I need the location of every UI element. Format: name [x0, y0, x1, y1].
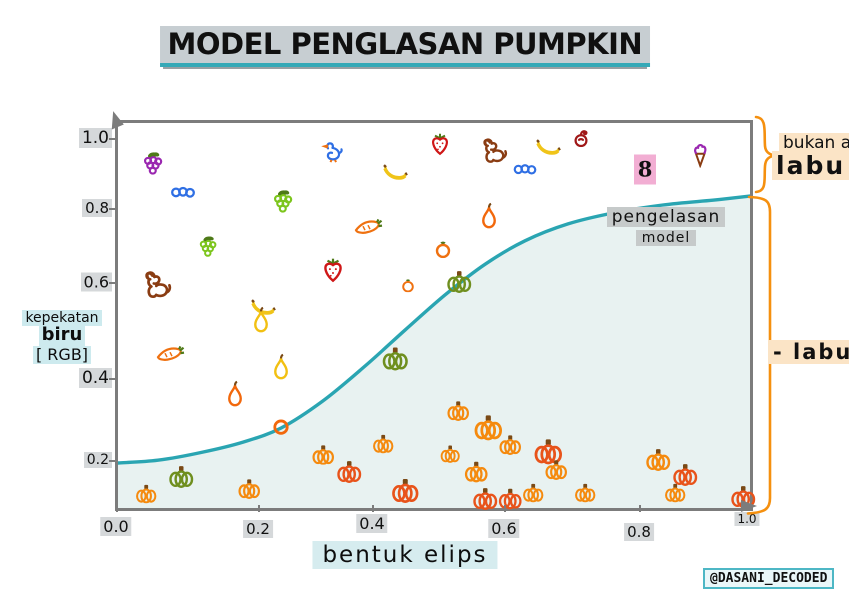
y-axis-label-line1: kepekatan: [22, 310, 102, 327]
pumpkin-icon: [372, 434, 394, 454]
pumpkin-icon: [135, 484, 157, 504]
banana-icon: [535, 138, 561, 156]
plot-area: 8: [115, 120, 756, 511]
tick-mark: [109, 138, 116, 140]
pumpkin-icon: [664, 483, 686, 503]
x-tick-label: 0.8: [624, 523, 654, 541]
x-tick-label: 0.6: [488, 519, 520, 538]
pumpkin-icon: [446, 270, 472, 294]
duck-icon: [321, 140, 344, 163]
y-axis-label: kepekatan biru [ RGB]: [16, 308, 108, 365]
tick-mark: [109, 208, 116, 210]
banana-icon: [250, 298, 276, 316]
figure-eight-marker: 8: [634, 154, 657, 185]
pumpkin-icon: [730, 486, 756, 509]
cherry-icon: [572, 129, 590, 148]
label-not-pumpkin-line1: bukan a: [779, 133, 849, 153]
tick-mark: [116, 505, 118, 512]
y-tick-label: 0.8: [82, 199, 112, 217]
x-axis-label: bentuk elips: [312, 541, 498, 569]
grape-icon: [197, 235, 218, 259]
banana-icon: [382, 163, 408, 181]
tick-mark: [109, 378, 116, 380]
tomato-icon: [435, 240, 451, 259]
pumpkin-icon: [574, 483, 596, 503]
pumpkin-icon: [522, 483, 544, 503]
dog-icon: [142, 269, 174, 299]
pumpkin-icon: [336, 460, 362, 483]
label-pumpkin: - labu: [768, 340, 849, 364]
y-tick-label: 0.4: [78, 368, 112, 388]
x-tick-label: 0.0: [100, 517, 132, 536]
carrot-icon: [155, 346, 185, 363]
page-title: MODEL PENGLASAN PUMPKIN: [159, 26, 651, 67]
strawberry-icon: [322, 256, 344, 283]
model-curve-label-line2: model: [635, 230, 697, 246]
y-tick-label: 1.0: [78, 128, 112, 148]
pumpkin-icon: [463, 461, 488, 483]
scatter-icons-layer: 8: [118, 123, 756, 510]
y-axis-label-line3: [ RGB]: [32, 345, 92, 365]
pumpkin-icon: [237, 479, 260, 500]
pumpkin-icon: [473, 415, 503, 441]
pear-icon: [480, 202, 498, 229]
tick-mark: [372, 505, 374, 512]
carrot-icon: [354, 218, 383, 236]
dog-icon: [480, 136, 510, 164]
grape-icon: [271, 188, 294, 214]
pumpkin-icon: [472, 487, 498, 510]
pumpkin-icon: [497, 488, 522, 510]
pumpkin-icon: [672, 463, 698, 486]
tick-mark: [109, 460, 116, 462]
labu-region-fill: [118, 196, 750, 508]
x-tick-label: 0.2: [243, 520, 273, 538]
y-axis-label-line2: biru: [38, 325, 86, 347]
pumpkin-icon: [439, 445, 460, 463]
eight-icon: 8: [634, 154, 657, 185]
tick-mark: [258, 505, 260, 512]
pumpkin-icon: [391, 478, 420, 503]
label-not-pumpkin-line2: labu: [772, 151, 849, 180]
x-tick-label: 0.4: [356, 514, 388, 533]
pear-icon: [226, 380, 244, 407]
y-tick-label: 0.6: [80, 272, 112, 292]
pumpkin-icon: [645, 448, 671, 471]
pear-icon: [272, 353, 290, 380]
pumpkin-icon: [446, 401, 469, 422]
blueberry-icon: [171, 186, 196, 198]
tomato-icon: [402, 278, 415, 293]
x-tick-label: 1.0: [734, 512, 760, 526]
blueberry-icon: [513, 164, 537, 175]
pear-icon: [252, 306, 270, 333]
model-curve-label: pengelasan model: [596, 207, 736, 246]
y-tick-label: 0.2: [83, 452, 112, 468]
credit-badge: @DASANI_DECODED: [703, 568, 835, 589]
strawberry-icon: [430, 132, 450, 156]
icecream-icon: [692, 142, 708, 169]
tick-mark: [639, 505, 641, 512]
model-curve-label-line1: pengelasan: [606, 207, 726, 227]
tick-mark: [504, 505, 506, 512]
grape-icon: [141, 151, 164, 177]
tick-mark: [109, 282, 116, 284]
pumpkin-icon: [168, 465, 194, 488]
pumpkin-icon: [498, 435, 521, 456]
pumpkin-icon: [381, 347, 408, 371]
pumpkin-icon: [311, 444, 334, 465]
pumpkin-icon: [544, 460, 567, 481]
ring-icon: [273, 419, 290, 436]
